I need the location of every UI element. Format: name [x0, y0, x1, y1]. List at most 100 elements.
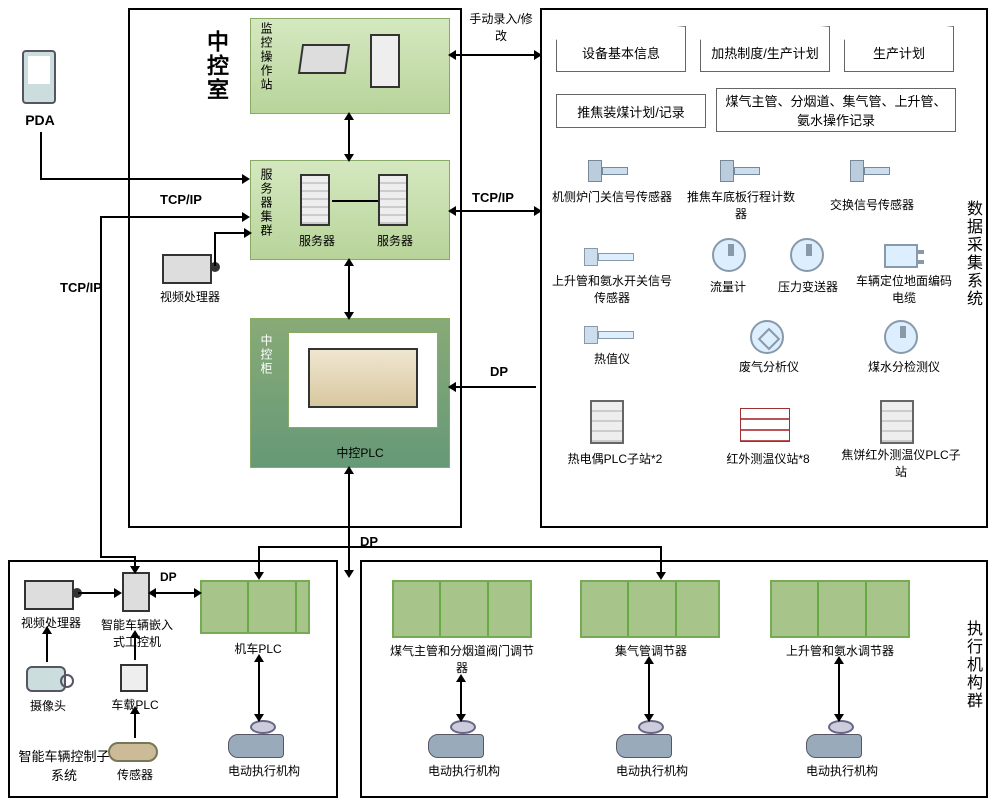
veh-cluster-arrow: [100, 216, 244, 218]
hex1: [750, 320, 784, 354]
row1a: 机侧炉门关信号传感器: [552, 188, 672, 205]
trap2-text: 加热制度/生产计划: [711, 43, 819, 62]
row4a: 热电偶PLC子站*2: [552, 450, 678, 467]
row2d: 车辆定位地面编码电缆: [852, 272, 956, 306]
pda-icon: [22, 50, 56, 104]
plc-to-veh: [258, 546, 260, 574]
act1-arrow: [460, 680, 462, 716]
videoproc-icon: [162, 254, 212, 284]
trap3-text: 生产计划: [873, 43, 925, 62]
cab1: [392, 580, 532, 638]
act2: [616, 720, 686, 758]
row2b: 流量计: [698, 278, 758, 295]
bolt1: [588, 160, 628, 182]
plc-cabinet-label: 中控柜: [258, 334, 275, 376]
videoproc-label: 视频处理器: [150, 288, 230, 305]
veh-plc-arrow: [134, 636, 136, 660]
tcpip-1: TCP/IP: [160, 192, 202, 207]
veh-dp: DP: [160, 570, 177, 584]
server-link: [332, 200, 378, 202]
arrow-station-cluster: [348, 118, 350, 156]
bolt2: [720, 160, 760, 182]
cluster-label: 服务器集群: [258, 168, 275, 238]
veh-embedded-icon: [122, 572, 150, 612]
bolt3: [850, 160, 890, 182]
row2a: 上升管和氨水开关信号传感器: [552, 272, 672, 306]
loco-plc-icon: [200, 580, 310, 634]
dp-1: DP: [490, 364, 508, 379]
pda-line-v: [40, 132, 42, 178]
central-room-title: 中控室: [200, 30, 232, 102]
plc-split: [258, 546, 662, 548]
veh-sensor-arrow: [134, 712, 136, 738]
rect2-text: 煤气主管、分烟道、集气管、上升管、氨水操作记录: [723, 91, 949, 129]
plc-down: [348, 472, 350, 572]
bolt4: [584, 248, 634, 266]
tcpip-2: TCP/IP: [472, 190, 514, 205]
row4b: 红外测温仪站*8: [716, 450, 820, 467]
act3-label: 电动执行机构: [792, 762, 892, 779]
tcpip-3: TCP/IP: [60, 280, 102, 295]
server2-label: 服务器: [368, 232, 422, 249]
plc-to-act: [660, 546, 662, 574]
plc-icon: [308, 348, 418, 408]
rect1: 推焦装煤计划/记录: [556, 94, 706, 128]
veh-cluster-v: [100, 300, 102, 556]
disc2: [790, 238, 824, 272]
trap1-text: 设备基本信息: [582, 43, 660, 62]
data-collect-title: 数据采集系统: [960, 200, 984, 308]
act2-arrow: [648, 662, 650, 716]
plc-label: 中控PLC: [320, 444, 400, 461]
plcsub1: [590, 400, 624, 444]
veh-actuator-icon: [228, 720, 298, 758]
rect2: 煤气主管、分烟道、集气管、上升管、氨水操作记录: [716, 88, 956, 132]
veh-cam-arrow: [46, 632, 48, 662]
act1-label: 电动执行机构: [414, 762, 514, 779]
veh-cluster-h: [100, 556, 134, 558]
camera-label: 摄像头: [20, 697, 76, 714]
veh-emb-loco: [154, 592, 196, 594]
server2-icon: [378, 174, 408, 226]
row2c: 压力变送器: [770, 278, 846, 295]
onboard-plc-icon: [120, 664, 148, 692]
cab1-label: 煤气主管和分烟道阀门调节器: [390, 642, 534, 676]
arrow-plc-data2: [454, 386, 536, 388]
camera-icon: [26, 666, 66, 692]
row3a: 热值仪: [572, 350, 652, 367]
act3: [806, 720, 876, 758]
arrow-cluster-data: [454, 210, 536, 212]
act3-arrow: [838, 662, 840, 716]
row1c: 交换信号传感器: [812, 196, 932, 213]
arrow-station-manual: [454, 54, 536, 56]
act1: [428, 720, 498, 758]
videoproc-arrow: [214, 232, 246, 234]
sensor-icon: [108, 742, 158, 762]
veh-cluster-d: [134, 556, 136, 568]
row3b: 废气分析仪: [726, 358, 812, 375]
vehicle-title: 智能车辆控制子系统: [16, 746, 112, 784]
veh-cluster-join: [100, 216, 102, 300]
server1-label: 服务器: [290, 232, 344, 249]
pda-label: PDA: [18, 112, 62, 128]
plcsub2: [880, 400, 914, 444]
bolt5: [584, 326, 634, 344]
veh-actuator-label: 电动执行机构: [214, 762, 314, 779]
actuator-title: 执行机构群: [960, 620, 984, 710]
station-box: [250, 18, 450, 114]
infrared1: [740, 408, 790, 442]
sensor-label: 传感器: [110, 766, 160, 783]
row3c: 煤水分检测仪: [854, 358, 954, 375]
row1b: 推焦车底板行程计数器: [686, 188, 796, 222]
pda-arrow: [40, 178, 244, 180]
tower-icon: [370, 34, 400, 88]
veh-vid-arrow: [78, 592, 116, 594]
row4c: 焦饼红外测温仪PLC子站: [838, 446, 964, 480]
videoproc-line: [214, 232, 216, 266]
act2-label: 电动执行机构: [602, 762, 702, 779]
disc3: [884, 320, 918, 354]
cab3: [770, 580, 910, 638]
plug1: [884, 244, 918, 268]
laptop-icon: [298, 44, 350, 74]
manual-label: 手动录入/修改: [466, 10, 536, 44]
rect1-text: 推焦装煤计划/记录: [577, 102, 685, 121]
